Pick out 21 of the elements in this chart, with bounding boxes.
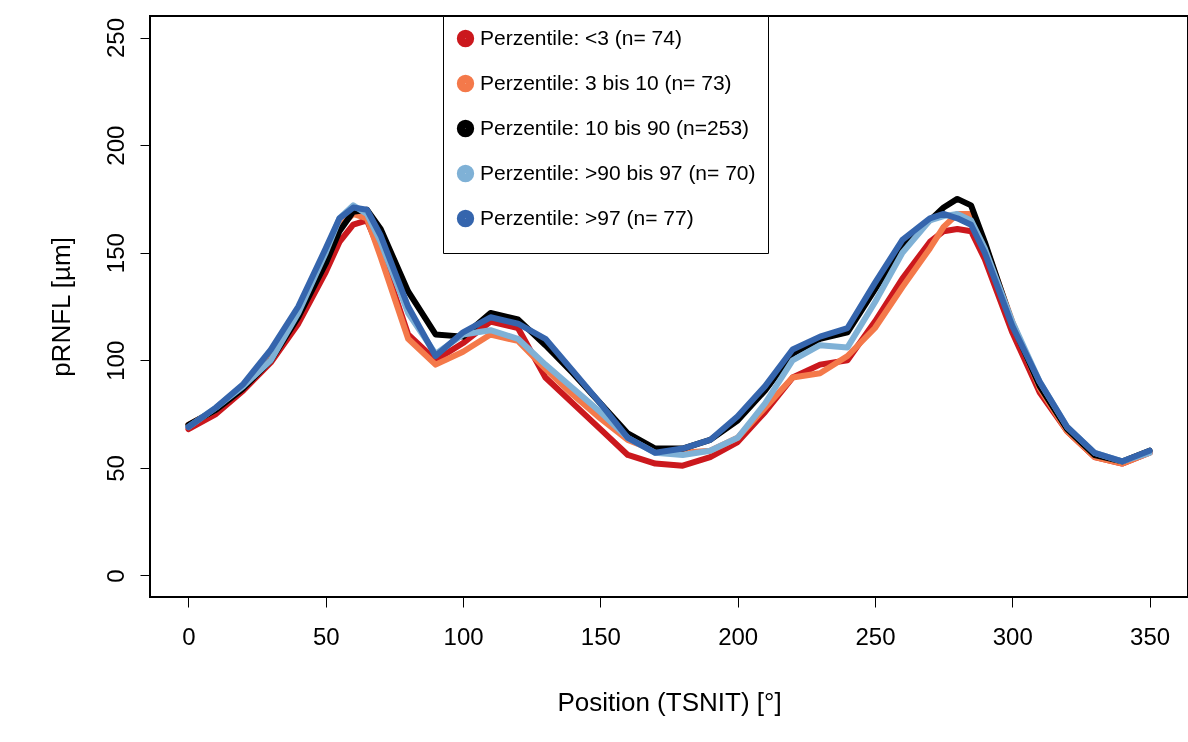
x-tick-label: 250: [855, 622, 896, 650]
x-tick-label: 50: [312, 622, 340, 650]
y-tick-label: 50: [101, 455, 129, 482]
legend-label: Perzentile: 10 bis 90 (n=253): [480, 115, 750, 139]
x-axis-title: Position (TSNIT) [°]: [557, 686, 782, 717]
legend-label: Perzentile: >97 (n= 77): [480, 205, 694, 229]
y-tick-label: 150: [101, 233, 129, 274]
x-tick-label: 0: [182, 622, 196, 650]
y-tick-label: 0: [101, 569, 129, 583]
x-tick-label: 100: [443, 622, 484, 650]
legend-label: Perzentile: <3 (n= 74): [480, 25, 682, 49]
legend-label: Perzentile: >90 bis 97 (n= 70): [480, 160, 756, 184]
y-axis-title: pRNFL [µm]: [45, 237, 76, 377]
x-tick-label: 200: [718, 622, 759, 650]
x-tick-label: 150: [580, 622, 621, 650]
x-tick-label: 350: [1130, 622, 1171, 650]
y-tick-label: 250: [101, 18, 129, 59]
y-tick-label: 100: [101, 340, 129, 381]
y-tick-label: 200: [101, 125, 129, 166]
x-tick-label: 300: [992, 622, 1033, 650]
legend-label: Perzentile: 3 bis 10 (n= 73): [480, 70, 732, 94]
